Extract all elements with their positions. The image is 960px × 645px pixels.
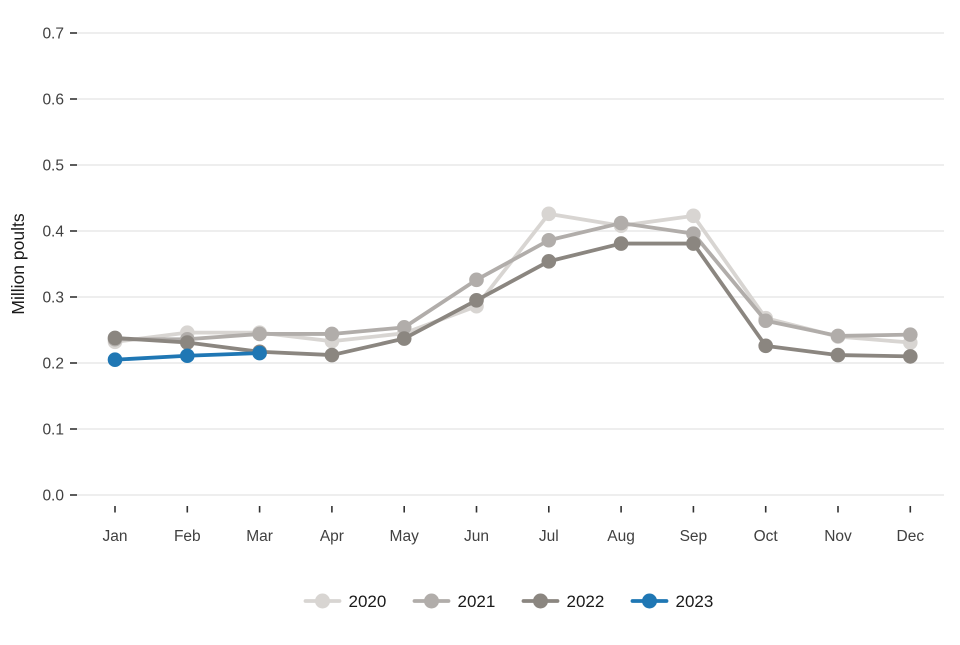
data-point-2021-May (396, 320, 412, 335)
series-layer (107, 206, 918, 368)
y-axis-title: Million poults (8, 213, 28, 314)
data-point-2020-Sep (686, 208, 701, 224)
x-axis-tick-label: Jan (103, 528, 128, 545)
data-point-2022-Jun (469, 293, 484, 308)
x-axis-tick-label: Oct (754, 528, 779, 545)
data-point-2022-Oct (758, 338, 773, 354)
data-point-2022-Sep (686, 236, 701, 251)
legend-key-point-2023 (642, 593, 657, 609)
x-axis-tick-label: Aug (607, 528, 635, 545)
data-point-2023-Jan (107, 352, 123, 368)
legend-label-2020: 2020 (349, 592, 387, 611)
data-point-2021-Mar (252, 326, 267, 342)
data-point-2022-Jan (107, 330, 123, 346)
legend: 2020 2021 2022 2023 (303, 592, 714, 611)
legend-item-2022: 2022 (521, 592, 605, 611)
data-point-2021-Aug (613, 215, 629, 231)
data-point-2022-Dec (903, 349, 918, 364)
legend-item-2021: 2021 (412, 592, 496, 611)
y-axis-tick-label: 0.6 (42, 92, 64, 109)
gridlines (77, 32, 944, 496)
series-line-2022 (113, 241, 913, 359)
series-line-2020 (113, 211, 913, 345)
y-axis-tick-label: 0.4 (42, 224, 64, 241)
data-point-2021-Dec (903, 327, 918, 342)
x-axis-tick-label: Mar (246, 528, 273, 545)
data-point-2022-Nov (830, 347, 846, 363)
x-axis-tick-label: Feb (174, 528, 201, 545)
y-axis-tick-label: 0.7 (42, 26, 64, 43)
legend-key-point-2021 (424, 593, 439, 609)
y-axis-tick-label: 0.3 (42, 290, 64, 307)
x-axis-tick-label: May (390, 528, 420, 545)
data-point-2020-Jul (541, 206, 557, 222)
x-axis-tick-label: Dec (897, 528, 925, 545)
legend-item-2023: 2023 (630, 592, 714, 611)
legend-label-2021: 2021 (458, 592, 496, 611)
y-axis-tick-label: 0.2 (42, 356, 64, 373)
data-point-2021-Apr (324, 326, 340, 342)
data-point-2021-Nov (830, 328, 846, 344)
legend-label-2023: 2023 (676, 592, 714, 611)
x-axis-tick-label: Sep (680, 528, 708, 545)
x-axis-tick-label: Jul (539, 528, 559, 545)
data-point-2023-Feb (180, 348, 195, 364)
legend-key-point-2020 (315, 593, 330, 609)
x-axis-tick-label: Apr (320, 528, 344, 545)
data-point-2022-May (396, 331, 412, 346)
x-axis-tick-label: Jun (464, 528, 489, 545)
x-axis-tick-label: Nov (824, 528, 852, 545)
y-axis: 0.0 0.1 0.2 0.3 0.4 0.5 0.6 0.7 (42, 26, 77, 505)
series-line-2021 (113, 221, 913, 342)
data-point-2021-Jul (541, 232, 557, 248)
y-axis-tick-label: 0.1 (42, 422, 64, 439)
legend-item-2020: 2020 (303, 592, 387, 611)
data-point-2021-Jun (469, 272, 484, 288)
data-point-2022-Apr (324, 347, 340, 363)
data-point-2021-Oct (758, 313, 773, 329)
legend-key-point-2022 (533, 593, 548, 609)
data-point-2022-Aug (613, 236, 629, 251)
y-axis-tick-label: 0.5 (42, 158, 64, 175)
data-point-2023-Mar (252, 345, 267, 361)
legend-label-2022: 2022 (567, 592, 605, 611)
data-point-2022-Jul (541, 254, 557, 269)
y-axis-tick-label: 0.0 (42, 488, 64, 505)
x-axis: Jan Feb Mar Apr May Jun Jul Aug Sep Oct Nov Dec (103, 506, 925, 545)
data-point-2022-Feb (180, 335, 195, 350)
